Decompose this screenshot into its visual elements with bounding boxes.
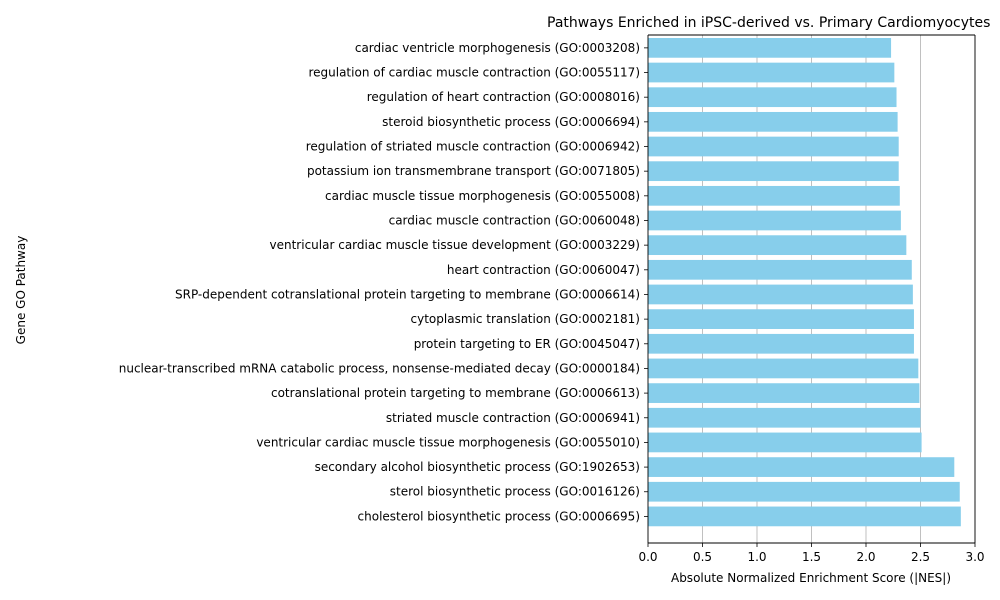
y-tick-label: cardiac ventricle morphogenesis (GO:0003… [355,41,640,55]
y-tick-label: cardiac muscle contraction (GO:0060048) [389,213,640,227]
y-tick-label: cholesterol biosynthetic process (GO:000… [358,509,640,523]
y-ticks: cholesterol biosynthetic process (GO:000… [119,41,648,523]
y-tick-label: secondary alcohol biosynthetic process (… [315,460,640,474]
bar [648,358,919,379]
bar [648,481,960,502]
y-tick-label: nuclear-transcribed mRNA catabolic proce… [119,361,640,375]
bar [648,309,914,329]
y-tick-label: cytoplasmic translation (GO:0002181) [411,312,640,326]
y-tick-label: regulation of cardiac muscle contraction… [308,66,640,80]
bar [648,38,892,58]
x-tick-label: 2.0 [856,550,875,564]
x-tick-label: 2.5 [911,550,930,564]
y-tick-label: regulation of striated muscle contractio… [306,140,640,154]
bar [648,284,913,305]
y-tick-label: potassium ion transmembrane transport (G… [307,164,640,178]
y-tick-label: sterol biosynthetic process (GO:0016126) [390,485,640,499]
bar [648,333,914,354]
x-tick-label: 1.5 [802,550,821,564]
y-tick-label: ventricular cardiac muscle tissue develo… [270,238,640,252]
bar [648,407,921,428]
y-tick-label: cardiac muscle tissue morphogenesis (GO:… [325,189,640,203]
bar [648,506,961,527]
bar [648,185,900,206]
y-tick-label: ventricular cardiac muscle tissue morpho… [256,435,640,449]
y-tick-label: SRP-dependent cotranslational protein ta… [175,287,640,301]
x-tick-label: 1.0 [747,550,766,564]
chart-title: Pathways Enriched in iPSC-derived vs. Pr… [547,15,990,31]
x-tick-label: 3.0 [965,550,984,564]
bar [648,210,901,231]
bar [648,161,899,182]
bar [648,136,899,157]
x-tick-label: 0.5 [693,550,712,564]
bar [648,432,922,453]
y-tick-label: striated muscle contraction (GO:0006941) [386,411,640,425]
x-ticks: 0.0 0.5 1.0 1.5 2.0 2.5 3.0 [638,543,985,564]
x-tick-label: 0.0 [638,550,657,564]
y-tick-label: regulation of heart contraction (GO:0008… [367,90,640,104]
y-tick-label: steroid biosynthetic process (GO:0006694… [382,115,640,129]
bar [648,62,895,83]
y-tick-label: protein targeting to ER (GO:0045047) [414,337,640,351]
bar [648,457,955,477]
x-axis-label: Absolute Normalized Enrichment Score (|N… [671,571,951,585]
y-tick-label: heart contraction (GO:0060047) [447,263,640,277]
bar [648,87,897,108]
y-tick-label: cotranslational protein targeting to mem… [271,386,640,400]
bar [648,111,898,132]
bar [648,259,912,280]
bar [648,383,920,403]
y-axis-label: Gene GO Pathway [14,236,28,345]
bars [648,38,961,527]
bar [648,235,907,256]
